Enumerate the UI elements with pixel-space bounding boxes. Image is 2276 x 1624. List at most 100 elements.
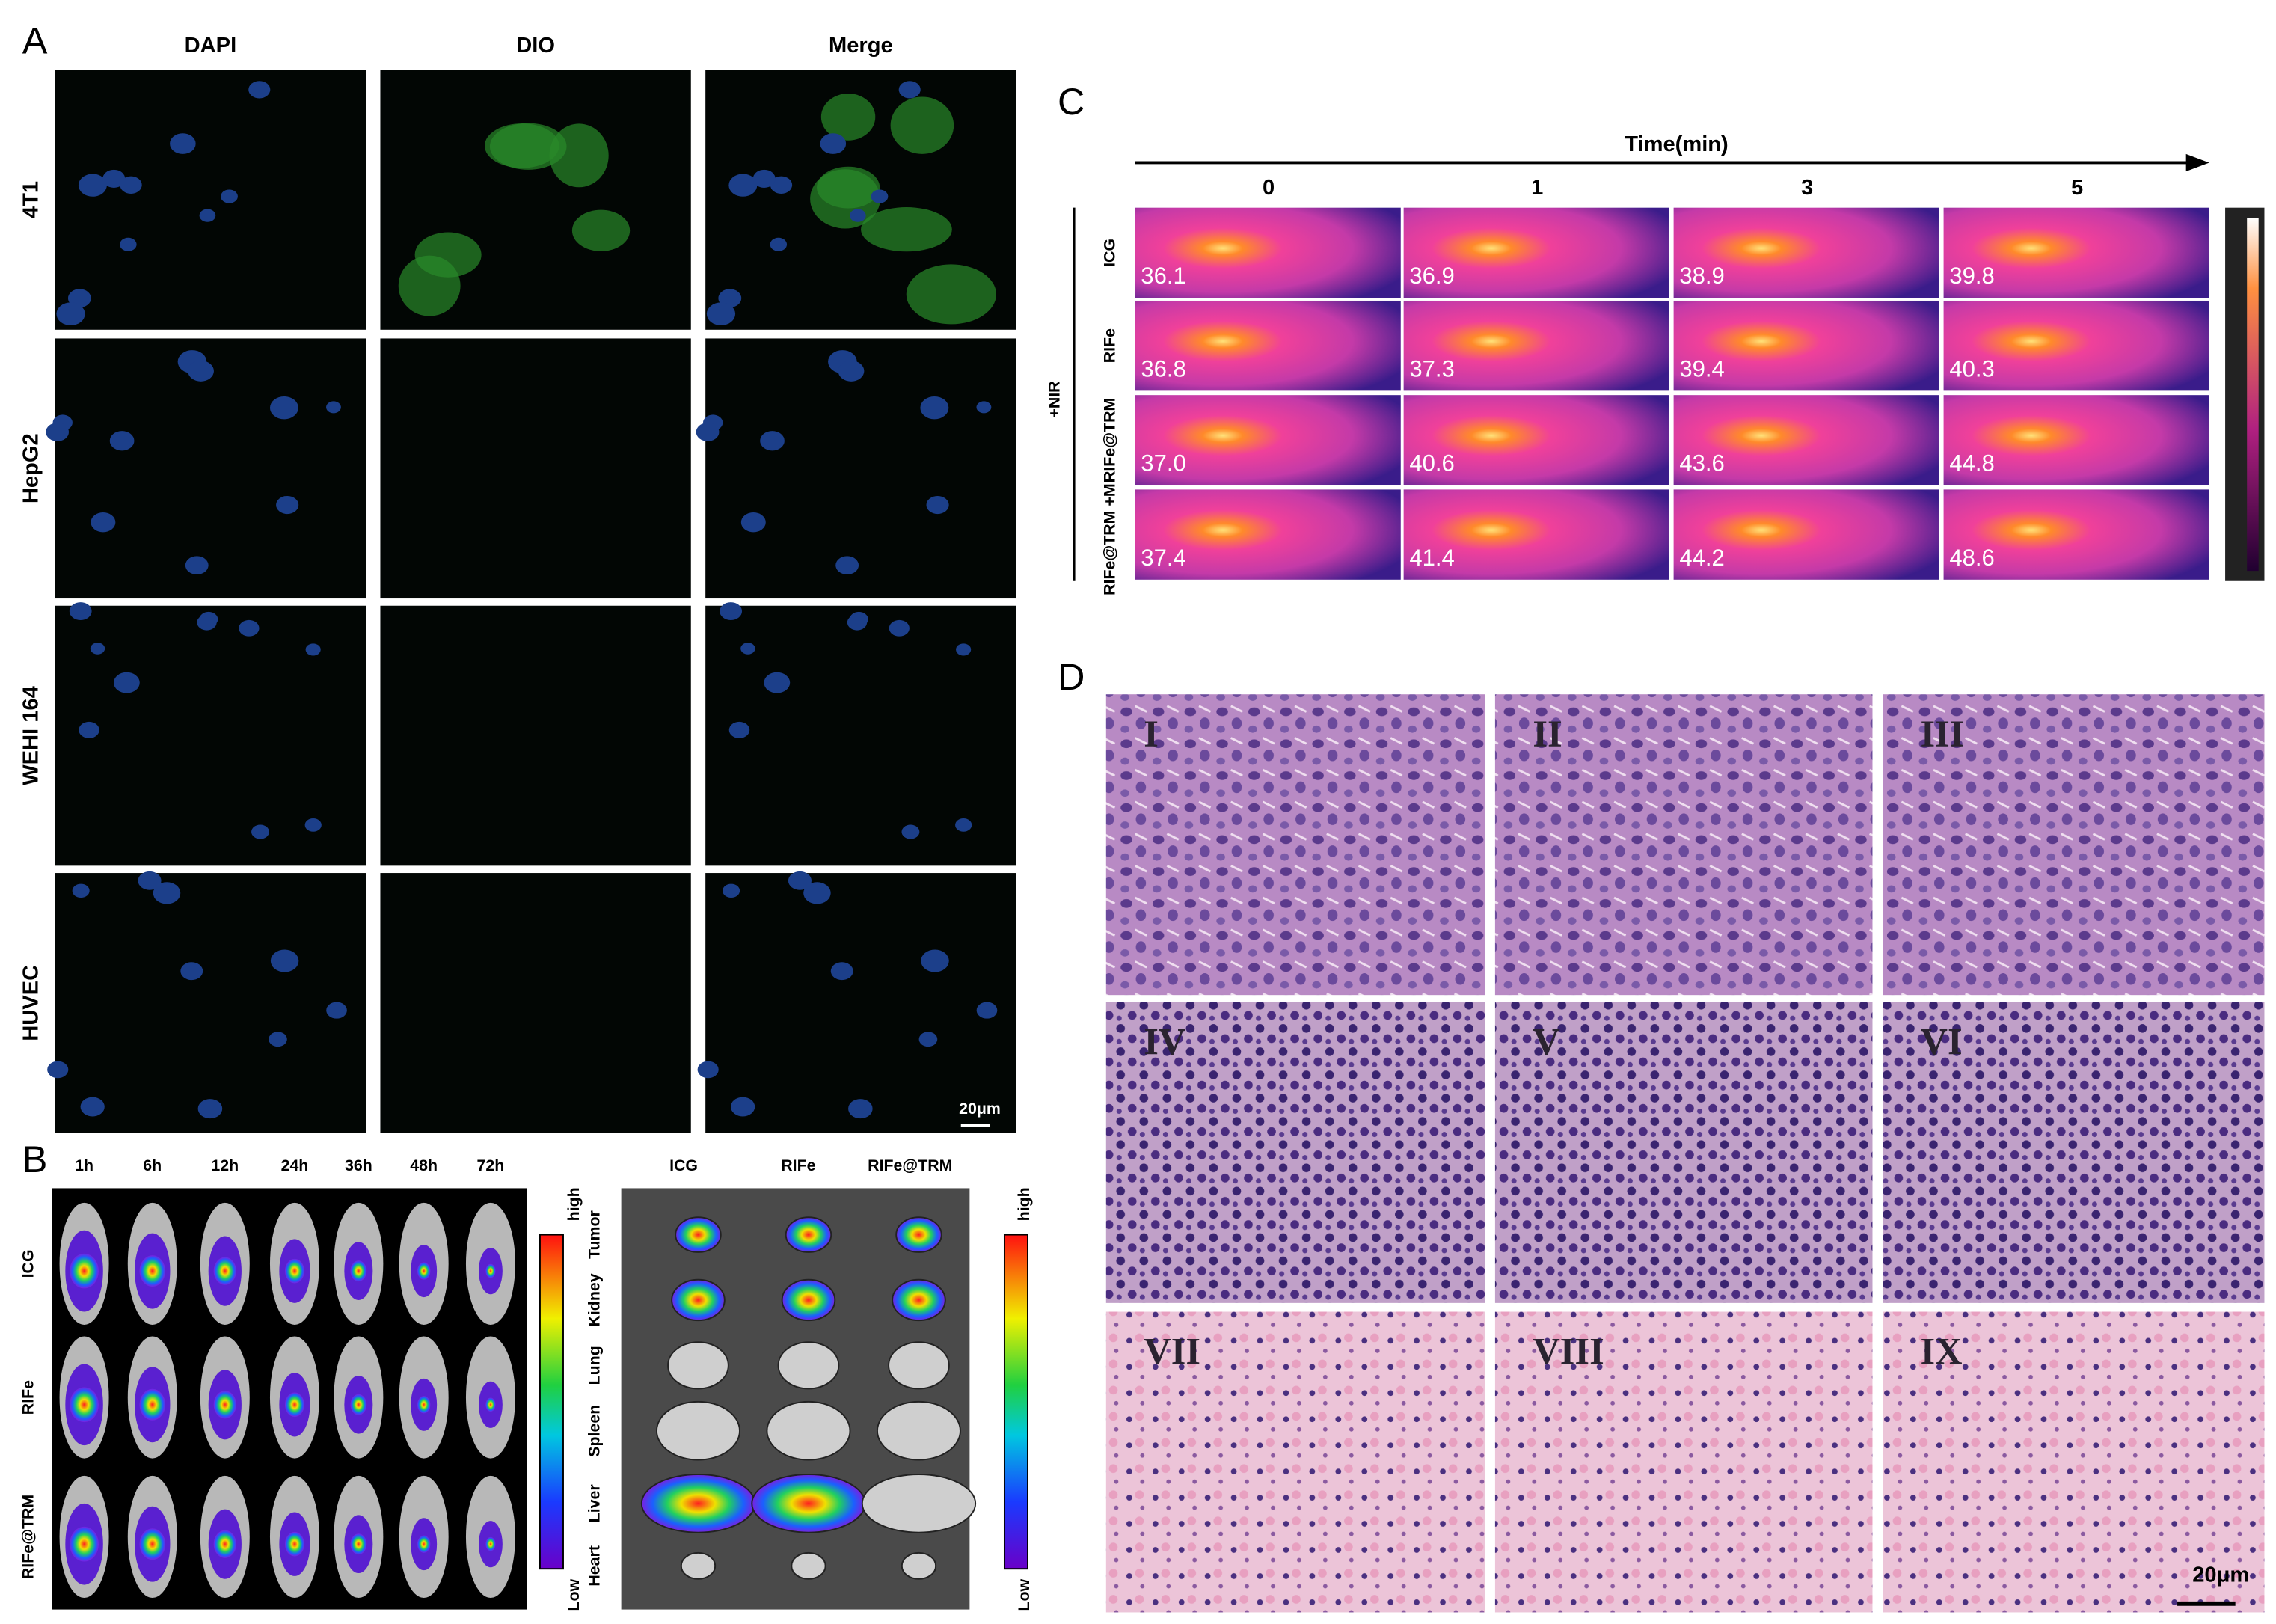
mouse-signal — [70, 1253, 99, 1289]
nucleus — [850, 209, 866, 222]
section-label: V — [1533, 1021, 1559, 1063]
temperature: 43.6 — [1679, 450, 1724, 477]
nucleus — [269, 1032, 287, 1047]
colorbar — [1003, 1234, 1028, 1570]
nucleus — [728, 174, 758, 197]
nucleus — [847, 614, 868, 631]
nucleus — [326, 401, 341, 414]
nucleus — [770, 237, 788, 251]
group-label: RIFe@TRM +MF — [1100, 474, 1118, 595]
nucleus — [170, 133, 196, 154]
histology-section — [1494, 694, 1873, 996]
nucleus — [138, 871, 162, 890]
nucleus — [79, 721, 99, 738]
micrograph — [55, 873, 366, 1133]
organ — [751, 1474, 866, 1533]
thermal-image — [1943, 489, 2209, 580]
temperature: 44.2 — [1679, 545, 1724, 571]
colorbar-low: Low — [1015, 1578, 1033, 1611]
mouse-signal — [139, 1255, 166, 1287]
nucleus — [90, 643, 105, 655]
histology-section — [1883, 1311, 2265, 1613]
organ-label: Spleen — [585, 1405, 603, 1457]
nucleus — [830, 962, 853, 981]
mouse-signal — [213, 1257, 236, 1285]
group-label: RIFe@TRM — [19, 1495, 37, 1579]
organ — [680, 1551, 717, 1580]
nucleus — [326, 1002, 347, 1019]
mouse-signal — [213, 1391, 236, 1419]
section-label: III — [1921, 713, 1965, 755]
condition-label: +NIR — [1046, 381, 1064, 417]
green-membrane — [890, 96, 954, 154]
green-membrane — [817, 166, 880, 209]
panel-label: D — [1058, 655, 1085, 698]
micrograph — [705, 338, 1016, 599]
nucleus — [197, 614, 217, 631]
nucleus — [46, 423, 70, 441]
nucleus — [47, 1061, 69, 1079]
green-membrane — [489, 123, 567, 170]
nucleus — [69, 602, 92, 620]
nucleus — [221, 189, 238, 203]
thermal-image — [1673, 207, 1939, 298]
mouse-signal — [70, 1526, 99, 1562]
micrograph — [380, 338, 691, 599]
nucleus — [248, 81, 271, 99]
organ-label: Lung — [585, 1346, 603, 1385]
nucleus — [56, 302, 85, 325]
organ — [781, 1278, 836, 1322]
nucleus — [740, 643, 755, 655]
row-label: HUVEC — [19, 965, 43, 1041]
panel-label: C — [1058, 80, 1085, 123]
mouse-signal — [213, 1530, 236, 1558]
column-header: DIO — [516, 34, 555, 58]
time-label: 6h — [143, 1156, 162, 1174]
green-membrane — [820, 94, 876, 141]
micrograph — [55, 338, 366, 599]
mouse-signal — [350, 1533, 367, 1555]
mouse-signal — [284, 1392, 304, 1418]
nucleus — [788, 871, 812, 890]
time-label: 5 — [2071, 176, 2083, 200]
nucleus — [871, 189, 889, 203]
time-label: 36h — [345, 1156, 372, 1174]
mouse-signal — [485, 1397, 496, 1412]
micrograph — [55, 70, 366, 330]
nucleus — [102, 169, 126, 188]
colorbar-low: Low — [565, 1578, 583, 1611]
scale-bar-label: 20μm — [2192, 1563, 2249, 1587]
time-label: 12h — [211, 1156, 239, 1174]
mouse-signal — [139, 1528, 166, 1560]
mouse-signal — [284, 1258, 304, 1284]
time-label: 1 — [1531, 176, 1543, 200]
colorbar — [539, 1234, 564, 1570]
time-label: 72h — [477, 1156, 505, 1174]
axis-title: Time(min) — [1625, 132, 1729, 156]
nucleus — [752, 169, 776, 188]
nucleus — [120, 176, 142, 194]
group-label: ICG — [19, 1249, 37, 1278]
nucleus — [770, 176, 793, 194]
organ — [667, 1341, 729, 1390]
nucleus — [78, 174, 107, 197]
temperature: 40.6 — [1409, 450, 1454, 477]
nucleus — [199, 209, 216, 222]
organ-label: Liver — [585, 1484, 603, 1522]
organ — [777, 1341, 840, 1390]
column-header: RIFe@TRM — [868, 1156, 952, 1174]
nucleus — [920, 396, 949, 420]
nucleus — [706, 302, 736, 325]
organ — [675, 1216, 722, 1253]
micrograph — [380, 873, 691, 1133]
nucleus — [976, 401, 992, 414]
temperature: 36.8 — [1141, 355, 1185, 382]
time-label: 1h — [75, 1156, 93, 1174]
thermal-image — [1403, 489, 1669, 580]
mouse-signal — [417, 1396, 431, 1414]
organ — [895, 1216, 942, 1253]
temperature: 37.4 — [1141, 545, 1185, 571]
nucleus — [114, 672, 140, 693]
nucleus — [956, 643, 972, 656]
